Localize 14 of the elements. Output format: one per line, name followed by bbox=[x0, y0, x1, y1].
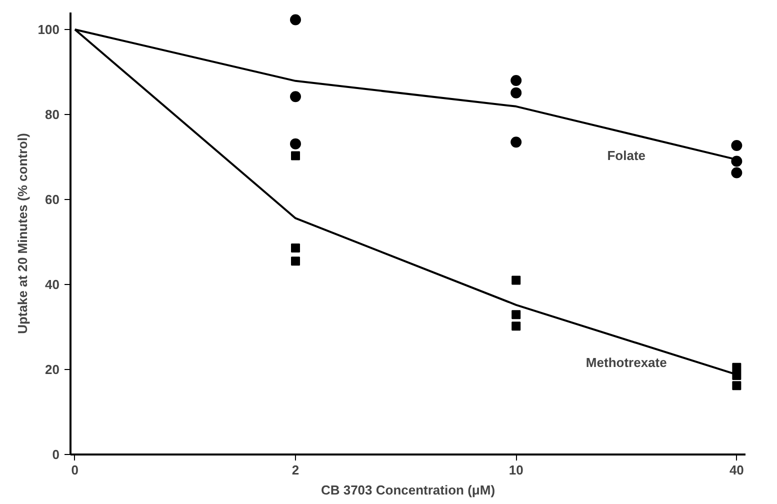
x-tick-label: 2 bbox=[292, 462, 300, 478]
y-tick-label: 20 bbox=[45, 362, 60, 377]
series-label: Methotrexate bbox=[586, 354, 667, 370]
x-tick-label: 40 bbox=[729, 462, 744, 478]
series-label: Folate bbox=[607, 148, 646, 163]
y-tick-label: 60 bbox=[45, 192, 60, 207]
y-tick-label: 0 bbox=[52, 447, 60, 462]
y-axis-title: Uptake at 20 Minutes (% control) bbox=[14, 133, 30, 334]
y-tick-label: 80 bbox=[45, 107, 60, 122]
x-tick-label: 0 bbox=[71, 462, 79, 478]
x-axis-title: CB 3703 Concentration (μM) bbox=[320, 482, 496, 498]
y-tick-label: 100 bbox=[38, 22, 60, 37]
x-tick-label: 10 bbox=[508, 462, 524, 478]
y-tick-label: 40 bbox=[45, 277, 60, 292]
